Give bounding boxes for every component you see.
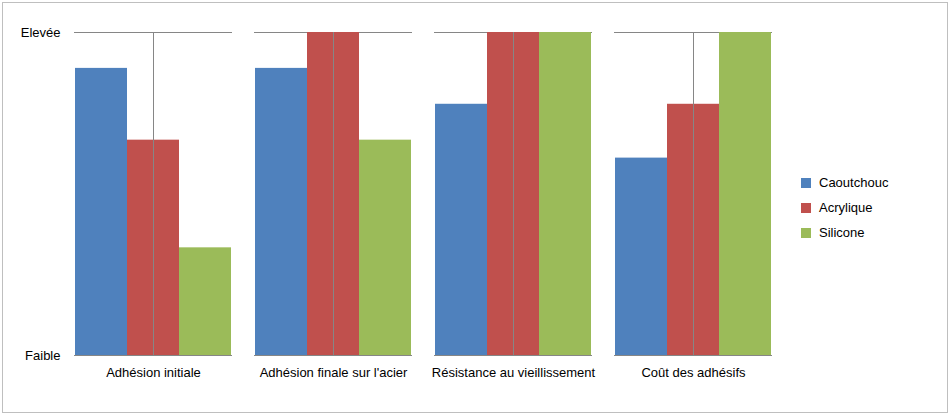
svg-text:Faible: Faible — [25, 348, 60, 363]
html-text:Silicone: Silicone — [819, 225, 865, 240]
svg-text:Coût des adhésifs: Coût des adhésifs — [641, 365, 746, 380]
svg-text:Elevée: Elevée — [21, 25, 61, 40]
svg-text:Adhésion finale sur l'acier: Adhésion finale sur l'acier — [260, 365, 408, 380]
html-text:Acrylique: Acrylique — [819, 200, 873, 215]
html-text:Caoutchouc: Caoutchouc — [819, 175, 889, 190]
svg-text:Adhésion initiale: Adhésion initiale — [106, 365, 201, 380]
svg-text:Résistance au vieillissement: Résistance au vieillissement — [432, 365, 596, 380]
